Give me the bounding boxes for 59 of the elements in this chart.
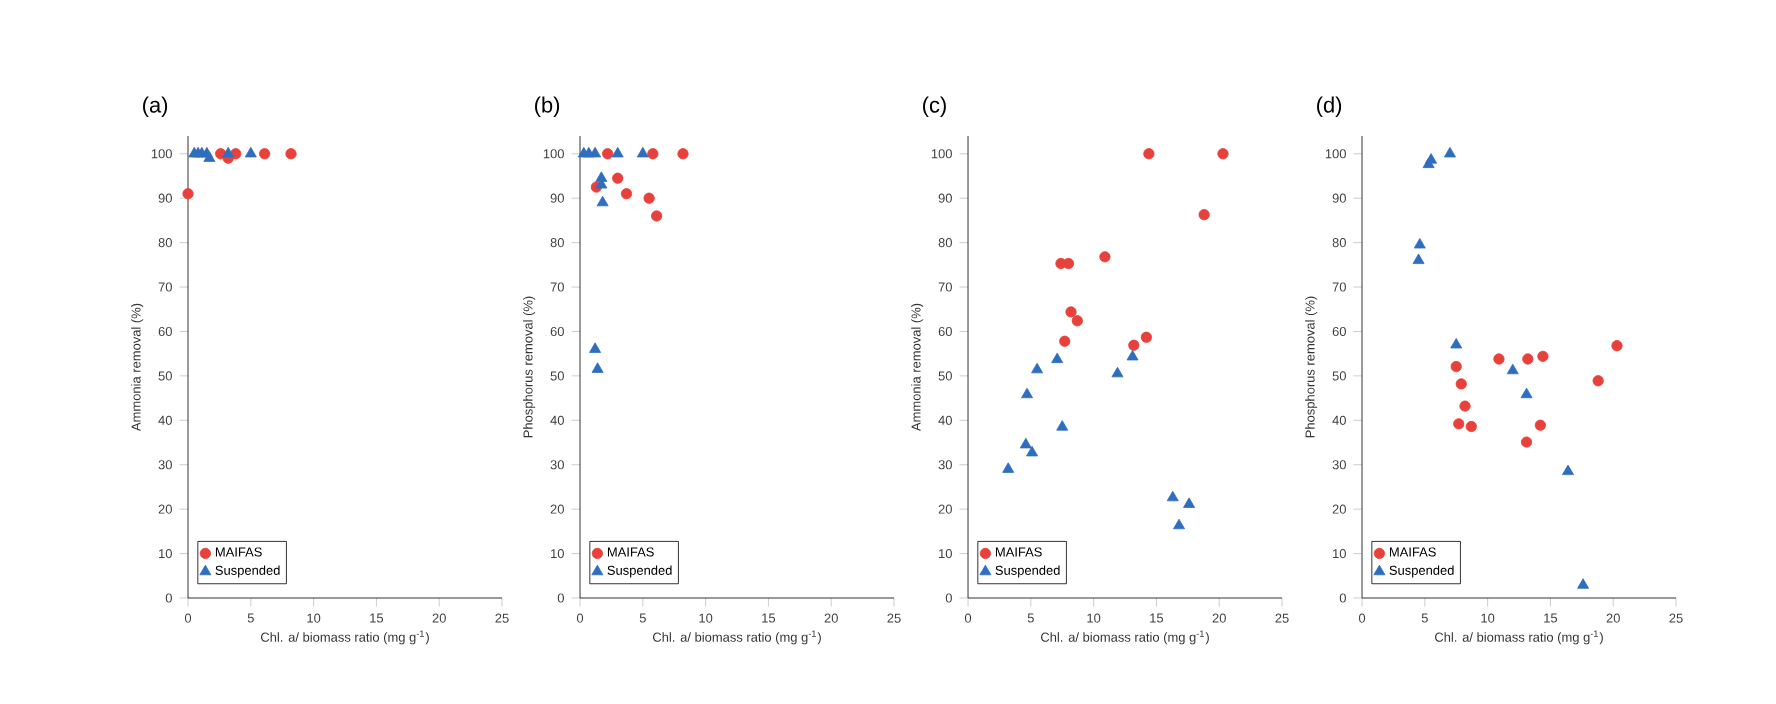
- point: [1056, 420, 1069, 431]
- point: [591, 362, 604, 373]
- point: [1021, 387, 1033, 399]
- point: [1465, 420, 1477, 433]
- point: [1444, 146, 1456, 158]
- point: [1537, 350, 1549, 362]
- point: [1577, 578, 1590, 589]
- point: [1002, 462, 1015, 473]
- point: [1143, 148, 1155, 160]
- point: [620, 188, 633, 200]
- point: [1450, 360, 1462, 373]
- point: [1217, 148, 1229, 160]
- point: [1453, 418, 1465, 430]
- point: [1520, 436, 1533, 448]
- point: [589, 342, 602, 353]
- point: [1459, 400, 1471, 412]
- point: [1455, 378, 1467, 390]
- point: [1026, 445, 1039, 457]
- point: [1493, 353, 1505, 365]
- point: [1592, 375, 1604, 387]
- point: [1071, 315, 1083, 327]
- point: [1611, 340, 1623, 352]
- point: [1051, 352, 1064, 364]
- point: [1562, 464, 1574, 475]
- point: [1173, 518, 1185, 530]
- point: [647, 148, 659, 160]
- point: [596, 195, 609, 207]
- chart-title: (c): [923, 96, 946, 117]
- point: [1534, 419, 1546, 431]
- point: [611, 146, 624, 158]
- point: [1059, 335, 1071, 347]
- point: [1128, 339, 1140, 351]
- chart-title: (b): [535, 96, 560, 117]
- point: [1140, 331, 1152, 343]
- point: [1412, 253, 1425, 264]
- point: [1422, 157, 1435, 169]
- point: [1065, 306, 1077, 318]
- point: [612, 172, 624, 184]
- point: [589, 146, 602, 158]
- point: [636, 146, 649, 158]
- point: [1506, 363, 1519, 375]
- point: [651, 210, 663, 222]
- point: [1166, 490, 1179, 502]
- point: [602, 148, 614, 160]
- point: [677, 148, 689, 160]
- point: [1520, 387, 1533, 399]
- chart-title: (d): [1317, 96, 1342, 117]
- point: [1450, 337, 1463, 349]
- point: [1183, 497, 1196, 508]
- point: [1019, 437, 1032, 449]
- point: [1198, 209, 1210, 221]
- point: [1111, 366, 1124, 378]
- point: [1126, 349, 1139, 361]
- point: [643, 192, 655, 204]
- point: [1522, 353, 1534, 365]
- point: [1031, 362, 1044, 374]
- point: [1413, 238, 1426, 249]
- point: [1099, 251, 1111, 263]
- chart-title: (a): [143, 96, 168, 117]
